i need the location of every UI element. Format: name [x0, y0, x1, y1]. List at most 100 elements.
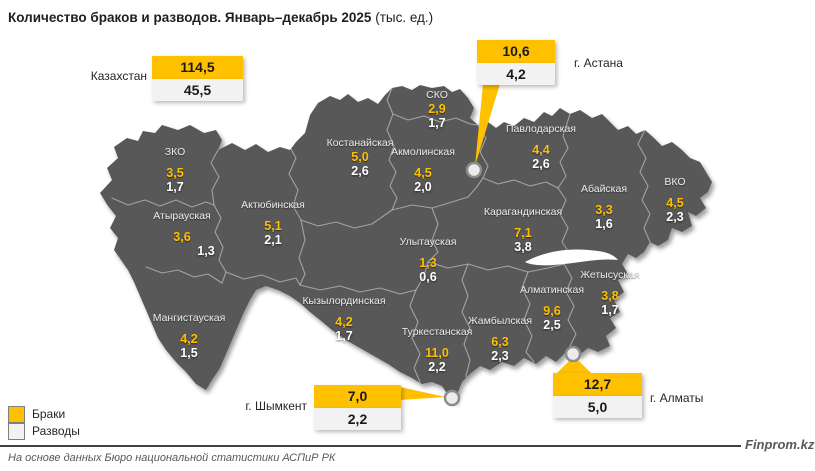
region-vko: ВКО 4,5 2,3: [664, 176, 685, 224]
region-name: Кызылординская: [302, 295, 386, 307]
title-main: Количество браков и разводов. Январь–дек…: [8, 10, 372, 25]
region-name: СКО: [426, 89, 448, 101]
region-name: Актюбинская: [241, 199, 305, 211]
almaty-pointer: [556, 356, 592, 374]
region-divorces-value: 2,0: [414, 180, 432, 194]
region-divorces-value: 1,7: [166, 180, 184, 194]
astana-marriages-value: 10,6: [477, 40, 555, 63]
region-divorces-value: 1,7: [335, 329, 353, 343]
region-name: Туркестанская: [401, 326, 473, 338]
shymkent-marriages-value: 7,0: [314, 385, 401, 408]
region-divorces-value: 2,6: [532, 157, 550, 171]
region-turkestanskaya: Туркестанская 11,0 2,2: [402, 326, 473, 374]
shymkent-callout: 7,0 2,2: [314, 385, 401, 430]
region-pavlodarskaya: Павлодарская 4,4 2,6: [506, 123, 576, 171]
region-marriages-value: 6,3: [491, 335, 509, 349]
region-marriages-value: 4,5: [666, 196, 684, 210]
shymkent-label: г. Шымкент: [245, 399, 307, 413]
region-marriages-value: 2,9: [428, 102, 446, 116]
region-name: ЗКО: [164, 146, 186, 158]
region-marriages-value: 11,0: [425, 346, 449, 360]
region-atyrauskaya: Атырауская 3,6 1,3: [153, 210, 214, 258]
region-divorces-value: 1,6: [595, 217, 613, 231]
astana-marker: [465, 161, 483, 179]
region-divorces-value: 1,7: [601, 303, 619, 317]
region-marriages-value: 4,5: [414, 166, 432, 180]
lake-balkhash: [525, 249, 618, 266]
total-marriages-value: 114,5: [152, 56, 243, 79]
shymkent-marker: [443, 389, 461, 407]
region-marriages-value: 4,2: [180, 332, 198, 346]
title-units: (тыс. ед.): [375, 10, 434, 25]
brand-logo: Finprom.kz: [745, 437, 815, 452]
total-divorces-value: 45,5: [152, 79, 243, 101]
total-label: Казахстан: [90, 69, 147, 83]
page-title: Количество браков и разводов. Январь–дек…: [8, 10, 433, 25]
region-abayskaya: Абайская 3,3 1,6: [581, 183, 627, 231]
region-marriages-value: 3,3: [595, 203, 613, 217]
marriage-color-swatch: [8, 406, 25, 423]
footer-divider: [0, 445, 741, 447]
region-divorces-value: 2,6: [351, 164, 369, 178]
region-marriages-value: 9,6: [543, 304, 561, 318]
region-divorces-value: 3,8: [514, 240, 532, 254]
almaty-divorces-value: 5,0: [553, 396, 642, 418]
region-name: Карагандинская: [483, 206, 563, 218]
almaty-callout: 12,7 5,0: [553, 373, 642, 418]
region-name: ВКО: [664, 176, 686, 188]
almaty-marker: [564, 345, 582, 363]
region-divorces-value: 1,7: [428, 116, 446, 130]
almaty-label: г. Алматы: [650, 391, 704, 405]
region-zhambylskaya: Жамбылская 6,3 2,3: [468, 315, 532, 363]
region-divorces-value: 2,1: [264, 233, 282, 247]
region-zhetysuskaya: Жетысуская 3,8 1,7: [580, 269, 639, 317]
region-name: Абайская: [580, 183, 628, 195]
region-marriages-value: 3,5: [166, 166, 184, 180]
region-zko: ЗКО 3,5 1,7: [165, 146, 186, 194]
region-name: Улытауская: [399, 236, 457, 248]
astana-callout: 10,6 4,2: [477, 40, 555, 85]
region-name: Костанайская: [326, 137, 394, 149]
legend-marriages-label: Браки: [32, 407, 66, 421]
region-sko: СКО 2,9 1,7: [426, 89, 448, 130]
region-name: Жетысуская: [580, 269, 640, 281]
region-marriages-value: 7,1: [514, 226, 532, 240]
region-name: Атырауская: [153, 210, 211, 222]
region-name: Мангистауская: [152, 312, 226, 324]
region-ulytauskaya: Улытауская 1,3 0,6: [400, 236, 457, 284]
region-marriages-value: 5,1: [264, 219, 282, 233]
region-marriages-value: 5,0: [351, 150, 369, 164]
region-divorces-value: 2,5: [543, 318, 561, 332]
region-divorces-value: 2,3: [491, 349, 509, 363]
region-name: Жамбылская: [467, 315, 533, 327]
legend-divorces-label: Разводы: [32, 424, 80, 438]
region-divorces-value: 2,2: [428, 360, 446, 374]
source-note: На основе данных Бюро национальной стати…: [8, 452, 336, 464]
region-kyzylordinskaya: Кызылординская 4,2 1,7: [302, 295, 385, 343]
region-marriages-value: 3,6: [173, 230, 191, 244]
divorce-color-swatch: [8, 423, 25, 440]
shymkent-pointer: [400, 387, 446, 400]
region-divorces-value: 0,6: [419, 270, 437, 284]
region-marriages-value: 4,2: [335, 315, 353, 329]
region-name: Алматинская: [519, 284, 585, 296]
region-divorces-value: 1,5: [180, 346, 198, 360]
astana-label: г. Астана: [574, 56, 623, 70]
region-divorces-value: 2,3: [666, 210, 684, 224]
region-name: Павлодарская: [506, 123, 576, 135]
shymkent-divorces-value: 2,2: [314, 408, 401, 430]
region-name: Акмолинская: [391, 146, 455, 158]
region-almatinskaya: Алматинская 9,6 2,5: [520, 284, 584, 332]
region-divorces-value: 1,3: [197, 244, 215, 258]
total-callout: 114,5 45,5: [152, 56, 243, 101]
region-akmolinskaya: Акмолинская 4,5 2,0: [391, 146, 455, 194]
region-marriages-value: 4,4: [532, 143, 550, 157]
country-shape: [100, 85, 712, 403]
astana-divorces-value: 4,2: [477, 63, 555, 85]
region-kostanayskaya: Костанайская 5,0 2,6: [327, 137, 394, 178]
region-marriages-value: 3,8: [601, 289, 619, 303]
region-aktyubinskaya: Актюбинская 5,1 2,1: [241, 199, 305, 247]
region-marriages-value: 1,3: [419, 256, 437, 270]
